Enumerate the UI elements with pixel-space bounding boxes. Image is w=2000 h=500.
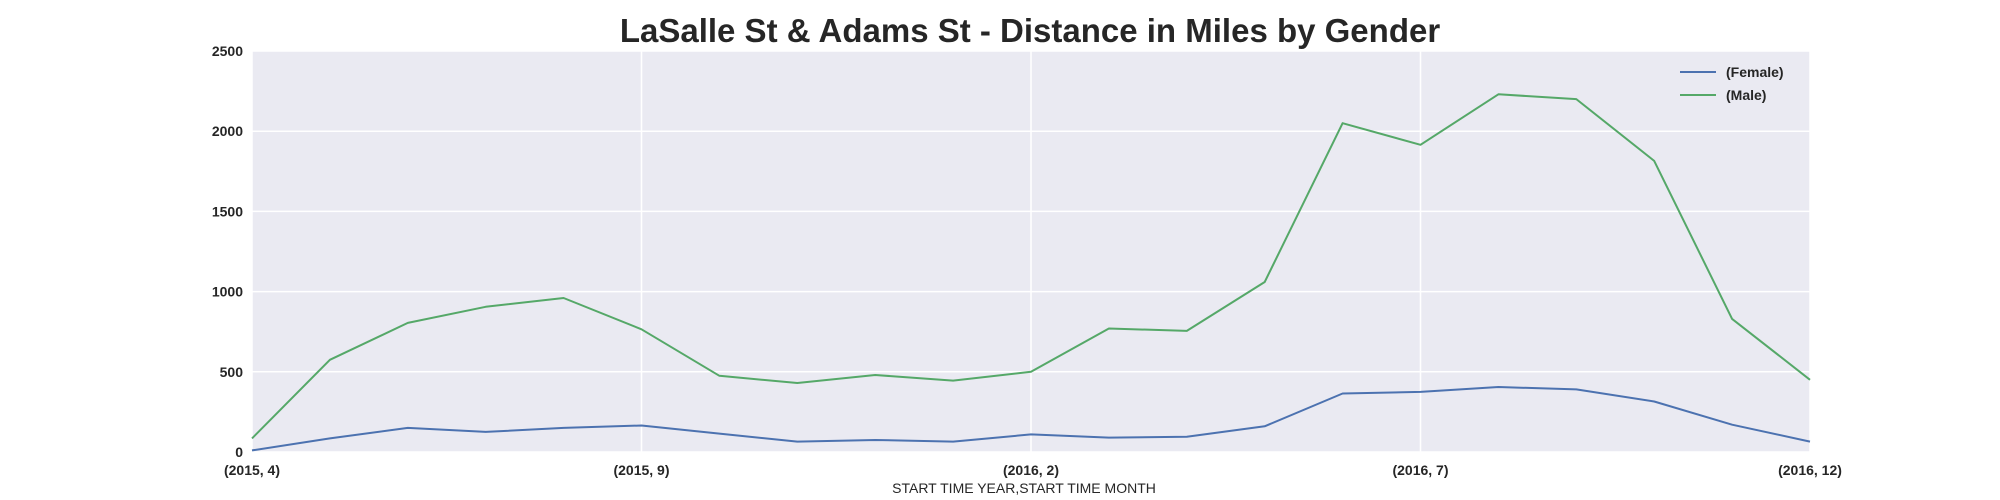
x-axis-label: START TIME YEAR,START TIME MONTH: [892, 480, 1156, 496]
x-axis-ticks: (2015, 4) (2015, 9) (2016, 2) (2016, 7) (201…: [224, 462, 1842, 478]
y-tick-label: 2500: [212, 43, 243, 59]
series-lines: [251, 93, 1811, 452]
x-tick-label: (2015, 9): [613, 462, 669, 478]
series-line-1: [251, 93, 1811, 440]
y-tick-label: 1000: [212, 284, 243, 300]
y-tick-label: 2000: [212, 123, 243, 139]
chart-title: LaSalle St & Adams St - Distance in Mile…: [620, 12, 1441, 49]
x-tick-label: (2016, 12): [1778, 462, 1842, 478]
series-line-0: [251, 386, 1811, 452]
legend: (Female) (Male): [1680, 64, 1784, 103]
y-tick-label: 0: [235, 444, 243, 460]
y-tick-label: 1500: [212, 203, 243, 219]
legend-label: (Male): [1726, 87, 1766, 103]
y-tick-label: 500: [220, 364, 244, 380]
y-axis-ticks: 0 500 1000 1500 2000 2500: [212, 43, 243, 460]
x-tick-label: (2015, 4): [224, 462, 280, 478]
x-tick-label: (2016, 7): [1392, 462, 1448, 478]
x-tick-label: (2016, 2): [1003, 462, 1059, 478]
legend-label: (Female): [1726, 64, 1784, 80]
